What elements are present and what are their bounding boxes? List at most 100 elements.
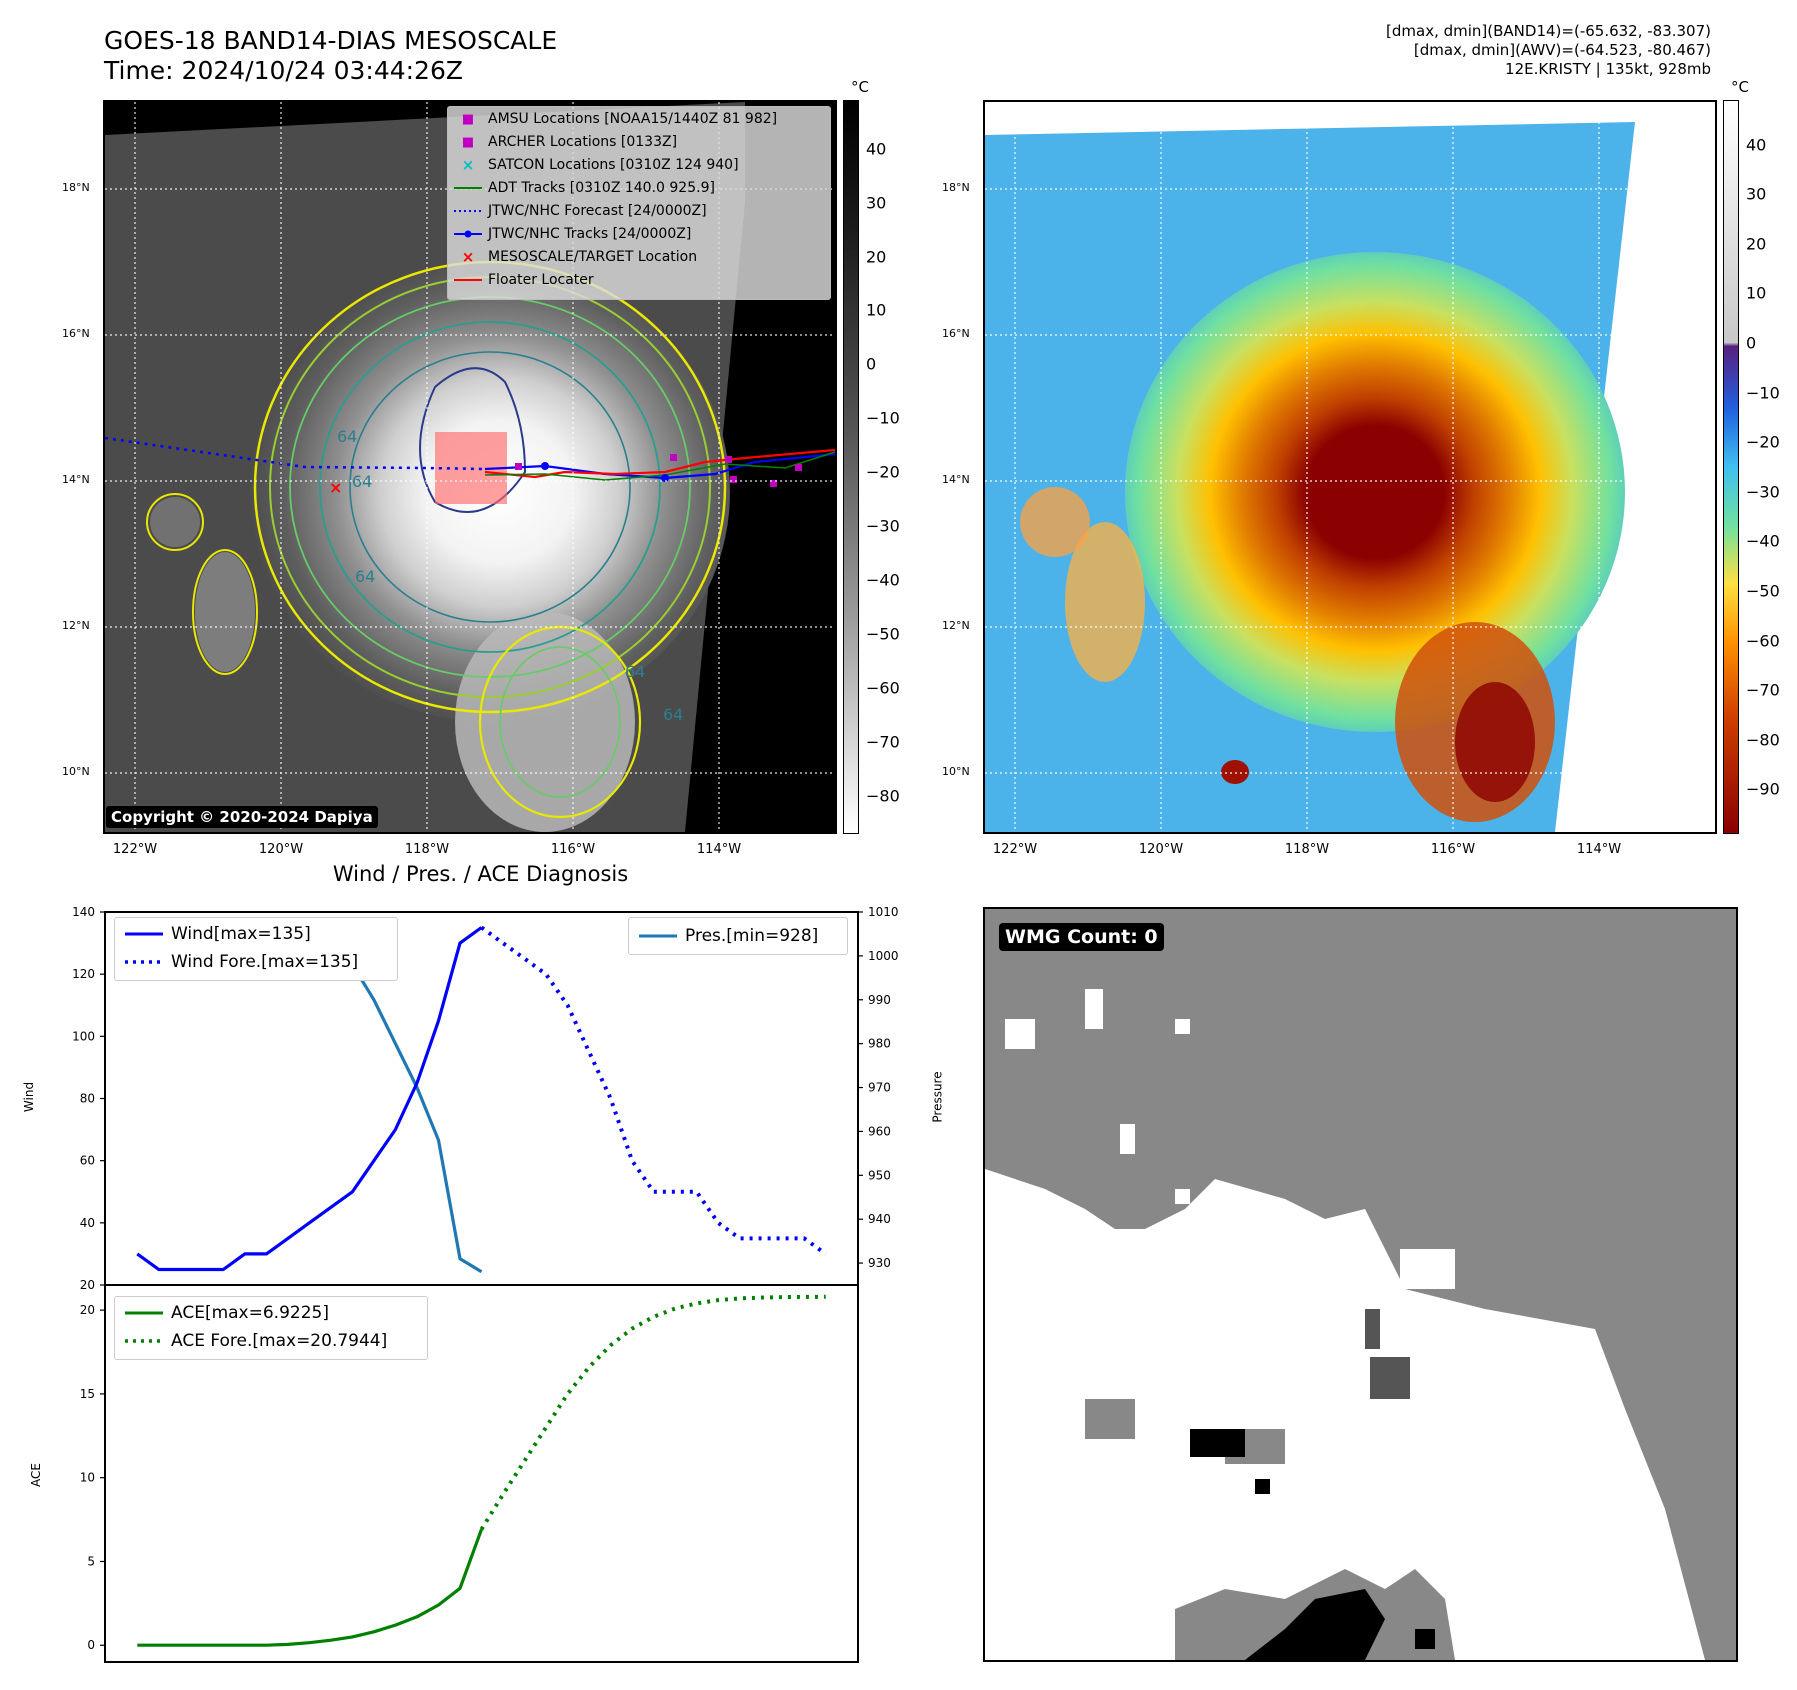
colorbar-tick-label: 0 [1746, 333, 1757, 353]
colorbar-tick-label: −90 [1746, 779, 1780, 799]
lat-label: 10°N [62, 765, 90, 778]
ir-grayscale-map: 64 64 64 64 64 × [103, 100, 837, 834]
pressure-axis-tick-label: 930 [868, 1256, 891, 1270]
contour-label: 64 [355, 567, 375, 586]
colorbar-tick-label: −70 [866, 732, 900, 752]
ace-series-line [137, 1528, 484, 1647]
colorbar-tick-label: 40 [1746, 135, 1767, 155]
legend-item: ACE Fore.[max=20.7944] [115, 1327, 387, 1355]
ir-colorbar [843, 100, 859, 834]
lat-label: 16°N [942, 327, 970, 340]
lat-label: 14°N [62, 473, 90, 486]
square-marker-icon: ■ [461, 111, 475, 127]
ace-legend: ACE[max=6.9225] ACE Fore.[max=20.7944] [114, 1296, 428, 1360]
colorbar-tick-label: −40 [866, 570, 900, 590]
lat-label: 16°N [62, 327, 90, 340]
wind-axis-tick-label: 20 [80, 1278, 95, 1292]
wmg-black-cell [1190, 1429, 1245, 1457]
contour-darkteal [349, 351, 631, 623]
colorbar-tick-label: 30 [866, 193, 887, 213]
legend-item: JTWC/NHC Tracks [24/0000Z] [448, 224, 691, 244]
wmg-count-badge: WMG Count: 0 [999, 923, 1164, 951]
wind-axis-tick-label: 80 [80, 1092, 95, 1106]
colorbar-tick-label: 30 [1746, 184, 1767, 204]
wind-axis-label: Wind [22, 1081, 37, 1113]
lon-label: 122°W [992, 842, 1038, 857]
colorbar-tick-label: −50 [1746, 581, 1780, 601]
colorbar-tick-label: −20 [866, 462, 900, 482]
figure-time: Time: 2024/10/24 03:44:26Z [104, 56, 463, 85]
timeseries-title: Wind / Pres. / ACE Diagnosis [332, 862, 629, 886]
colorbar-tick-label: −30 [1746, 482, 1780, 502]
contour-label: 64 [337, 427, 357, 446]
ace-axis-tick-label: 15 [80, 1387, 95, 1401]
wind-axis-tick-label: 100 [72, 1029, 95, 1043]
legend-item: ACE[max=6.9225] [115, 1299, 329, 1327]
contour-teal [319, 321, 661, 653]
copyright-badge: Copyright © 2020-2024 Dapiya [106, 806, 378, 828]
contour-label: 64 [625, 662, 645, 681]
awv-color-map [983, 100, 1717, 834]
lon-label: 116°W [550, 842, 596, 857]
legend-item: Floater Locater [448, 270, 594, 290]
figure-title: GOES-18 BAND14-DIAS MESOSCALE [104, 26, 558, 55]
lat-label: 12°N [942, 619, 970, 632]
lon-label: 118°W [404, 842, 450, 857]
square-marker-icon: ■ [461, 134, 475, 150]
colorbar-tick-label: 40 [866, 139, 887, 159]
legend-item: Pres.[min=928] [629, 922, 818, 950]
ace-forecast-series-line [479, 1294, 826, 1531]
wind-forecast-series-line [480, 925, 827, 1256]
contour-label: 64 [352, 472, 372, 491]
x-marker-icon: × [461, 248, 475, 266]
legend-item: ADT Tracks [0310Z 140.0 925.9] [448, 178, 715, 198]
wind-pres-ace-chart: 2040608010012014093094095096097098099010… [72, 905, 899, 1663]
pressure-legend: Pres.[min=928] [628, 917, 848, 955]
colorbar-tick-label: −70 [1746, 680, 1780, 700]
lon-label: 122°W [112, 842, 158, 857]
line-swatch-icon [454, 279, 482, 281]
pressure-axis-tick-label: 990 [868, 993, 891, 1007]
wind-axis-tick-label: 120 [72, 967, 95, 981]
lon-label: 114°W [1576, 842, 1622, 857]
wind-axis-tick-label: 60 [80, 1154, 95, 1168]
colorbar-tick-label: −60 [866, 678, 900, 698]
wind-series-line [136, 926, 483, 1272]
lat-label: 18°N [942, 181, 970, 194]
contour-innermost [419, 367, 527, 513]
target-location-marker: × [329, 478, 342, 497]
lat-label: 14°N [942, 473, 970, 486]
wind-legend: Wind[max=135] Wind Fore.[max=135] [114, 917, 398, 981]
awv-colorbar-unit: °C [1731, 78, 1749, 96]
line-swatch-icon [639, 934, 677, 938]
awv-range-info: [dmax, dmin](AWV)=(-64.523, -80.467) [1413, 41, 1711, 59]
forecast-track [105, 436, 486, 471]
band14-range-info: [dmax, dmin](BAND14)=(-65.632, -83.307) [1386, 22, 1711, 40]
pressure-axis-tick-label: 960 [868, 1124, 891, 1138]
wmg-darkgray-cell [1370, 1357, 1410, 1399]
map-gridlines [985, 102, 1715, 832]
legend-item: Wind[max=135] [115, 920, 311, 948]
colorbar-tick-label: 0 [866, 354, 877, 374]
map-legend: ■ AMSU Locations [NOAA15/1440Z 81 982] ■… [447, 106, 831, 300]
lon-label: 118°W [1284, 842, 1330, 857]
colorbar-tick-label: −60 [1746, 631, 1780, 651]
awv-map-svg [985, 102, 1715, 832]
colorbar-tick-label: −10 [1746, 383, 1780, 403]
line-swatch-icon [125, 932, 163, 936]
line-swatch-icon [454, 187, 482, 189]
colorbar-tick-label: 20 [1746, 234, 1767, 254]
x-marker-icon: × [461, 156, 475, 174]
pressure-axis-tick-label: 940 [868, 1212, 891, 1226]
dotted-line-swatch-icon [125, 960, 163, 964]
legend-item: ■ ARCHER Locations [0133Z] [448, 132, 677, 152]
colorbar-tick-label: −40 [1746, 531, 1780, 551]
wind-axis-tick-label: 140 [72, 905, 95, 919]
awv-colorbar [1723, 100, 1739, 834]
pressure-axis-tick-label: 1000 [868, 949, 899, 963]
colorbar-tick-label: 10 [866, 300, 887, 320]
wind-axis-tick-label: 40 [80, 1216, 95, 1230]
contour-label: 64 [663, 705, 683, 724]
legend-item: JTWC/NHC Forecast [24/0000Z] [448, 201, 707, 221]
colorbar-tick-label: −80 [866, 786, 900, 806]
